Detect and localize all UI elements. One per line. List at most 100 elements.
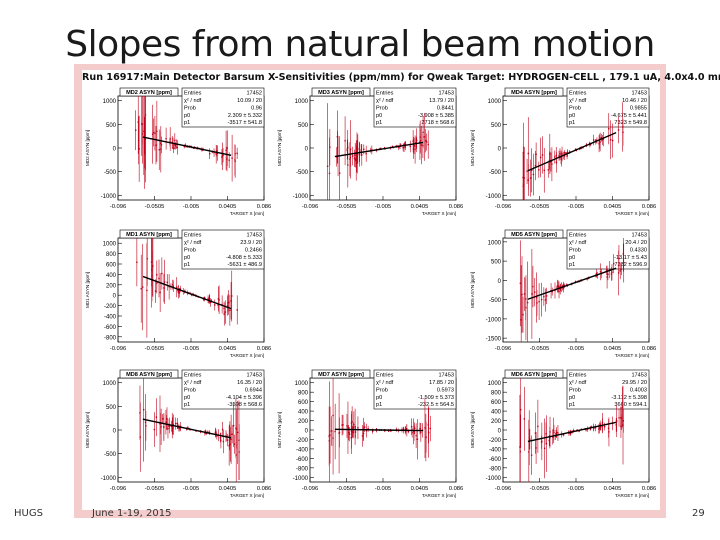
data-point <box>229 443 231 446</box>
data-point <box>599 271 602 273</box>
panel-title: MD5 ASYN [ppm] <box>511 232 557 238</box>
data-point <box>528 436 530 439</box>
x-tick-label: 0.086 <box>257 346 272 352</box>
x-tick-label: -0.005 <box>183 486 199 492</box>
stats-key: χ² / ndf <box>184 98 202 104</box>
stats-value: 17453 <box>631 233 647 239</box>
y-tick-label: -400 <box>296 447 309 453</box>
x-tick-label: 0.086 <box>449 486 464 492</box>
data-point <box>139 436 141 438</box>
x-tick-label: -0.096 <box>110 486 126 492</box>
data-point <box>425 436 427 439</box>
data-point <box>330 430 333 432</box>
data-point <box>552 436 554 438</box>
stats-key: p1 <box>184 120 190 126</box>
data-point <box>619 270 621 272</box>
stats-key: χ² / ndf <box>569 380 587 386</box>
data-point <box>166 418 168 420</box>
page-number: 29 <box>692 508 705 519</box>
data-point <box>136 261 138 263</box>
data-point <box>617 129 620 131</box>
data-point <box>608 128 610 130</box>
data-point <box>179 427 181 430</box>
x-tick-label: -0.005 <box>568 346 584 352</box>
y-tick-label: 0 <box>498 147 502 153</box>
stats-value: -4.675 ± 5.441 <box>611 113 647 119</box>
data-point <box>172 283 174 286</box>
data-point <box>143 128 145 130</box>
data-point <box>562 284 565 286</box>
data-point <box>545 442 548 445</box>
data-point <box>598 142 600 145</box>
data-point <box>176 422 179 425</box>
data-point <box>142 409 145 411</box>
fit-line <box>527 267 617 300</box>
stats-value: 17.85 / 20 <box>429 380 454 386</box>
data-point <box>534 164 537 167</box>
data-point <box>224 311 227 313</box>
stats-key: Prob <box>184 387 196 393</box>
stats-key: p0 <box>376 113 382 119</box>
data-point <box>362 432 365 435</box>
x-tick-label: 0.086 <box>642 486 657 492</box>
stats-box <box>373 87 457 128</box>
y-tick-label: -500 <box>104 170 117 176</box>
y-tick-label: -800 <box>104 335 117 341</box>
stats-key: Prob <box>184 247 196 253</box>
stats-key: Entries <box>569 373 587 379</box>
y-tick-label: -400 <box>489 447 502 453</box>
y-tick-label: -200 <box>489 438 502 444</box>
y-tick-label: 200 <box>298 419 309 425</box>
data-point <box>328 435 330 437</box>
y-tick-label: 600 <box>298 400 309 406</box>
data-point <box>228 159 230 161</box>
x-tick-label: -0.0505 <box>145 486 165 492</box>
y-tick-label: 500 <box>491 123 502 129</box>
fit-line <box>142 136 232 157</box>
panel-title-box <box>504 369 564 379</box>
data-point <box>592 139 595 141</box>
data-point <box>537 425 539 428</box>
stats-value: -4.104 ± 5.396 <box>226 395 262 401</box>
data-point <box>572 429 575 432</box>
data-point <box>140 288 142 290</box>
data-point <box>523 293 526 295</box>
data-point <box>228 445 230 447</box>
data-point <box>554 289 556 292</box>
y-tick-label: 400 <box>491 410 502 416</box>
data-point <box>538 169 540 171</box>
data-point <box>161 418 164 420</box>
data-point <box>361 435 364 437</box>
panel-title-box <box>311 369 371 379</box>
y-tick-label: 400 <box>106 273 117 279</box>
data-point <box>146 257 148 260</box>
data-point <box>151 269 153 271</box>
stats-value: 0.6944 <box>245 387 262 393</box>
data-point <box>230 438 232 441</box>
y-tick-label: -400 <box>104 315 117 321</box>
x-tick-label: 0.086 <box>642 204 657 210</box>
data-point <box>214 432 217 434</box>
data-point <box>361 154 363 156</box>
data-point <box>354 431 357 433</box>
x-tick-label: -0.096 <box>302 204 318 210</box>
stats-key: Prob <box>569 387 581 393</box>
stats-key: χ² / ndf <box>376 380 394 386</box>
y-axis-label: MD4 ASYN [ppm] <box>470 130 475 166</box>
y-tick-label: -1000 <box>486 317 502 323</box>
stats-key: Entries <box>376 373 394 379</box>
y-tick-label: 0 <box>498 429 502 435</box>
data-point <box>598 428 600 430</box>
data-point <box>151 266 153 268</box>
y-axis-label: MD1 ASYN [ppm] <box>85 272 90 308</box>
data-point <box>415 434 417 437</box>
data-point <box>332 414 334 417</box>
stats-key: p1 <box>376 402 382 408</box>
data-point <box>226 158 228 160</box>
data-point <box>145 425 147 427</box>
data-point <box>134 129 137 131</box>
data-point <box>143 130 145 133</box>
data-point <box>354 158 356 161</box>
data-point <box>526 170 528 173</box>
data-point <box>163 281 166 283</box>
